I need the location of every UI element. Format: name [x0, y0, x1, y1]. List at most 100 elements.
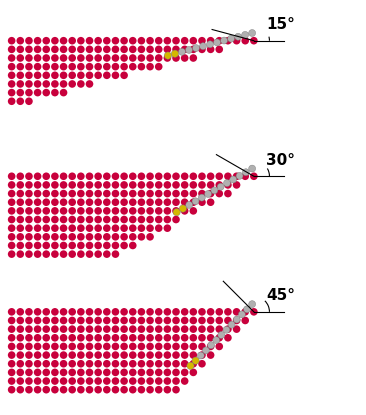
Circle shape	[214, 39, 220, 46]
Circle shape	[86, 242, 93, 249]
Circle shape	[94, 225, 102, 232]
Circle shape	[138, 173, 145, 180]
Circle shape	[181, 190, 188, 198]
Circle shape	[146, 46, 154, 53]
Circle shape	[16, 80, 24, 88]
Circle shape	[68, 360, 76, 368]
Circle shape	[164, 334, 171, 342]
Circle shape	[34, 198, 41, 206]
Circle shape	[129, 377, 137, 385]
Circle shape	[60, 334, 67, 342]
Circle shape	[129, 317, 137, 324]
Circle shape	[94, 351, 102, 359]
Circle shape	[172, 198, 180, 206]
Circle shape	[16, 343, 24, 350]
Circle shape	[164, 46, 171, 53]
Circle shape	[187, 362, 194, 369]
Circle shape	[34, 80, 41, 88]
Circle shape	[217, 183, 224, 190]
Circle shape	[205, 190, 212, 198]
Circle shape	[77, 173, 85, 180]
Circle shape	[112, 71, 119, 79]
Circle shape	[103, 207, 111, 215]
Circle shape	[198, 343, 206, 350]
Circle shape	[120, 63, 128, 71]
Circle shape	[155, 46, 163, 53]
Text: 15°: 15°	[266, 17, 295, 32]
Circle shape	[198, 334, 206, 342]
Circle shape	[103, 360, 111, 368]
Circle shape	[25, 325, 33, 333]
Circle shape	[103, 71, 111, 79]
Circle shape	[34, 63, 41, 71]
Circle shape	[8, 343, 15, 350]
Circle shape	[60, 37, 67, 44]
Circle shape	[181, 351, 188, 359]
Circle shape	[192, 198, 199, 205]
Circle shape	[207, 334, 214, 342]
Circle shape	[164, 37, 171, 44]
Circle shape	[77, 181, 85, 189]
Circle shape	[25, 386, 33, 393]
Circle shape	[16, 190, 24, 198]
Circle shape	[207, 343, 214, 350]
Circle shape	[164, 198, 171, 206]
Circle shape	[94, 181, 102, 189]
Circle shape	[86, 225, 93, 232]
Circle shape	[211, 187, 218, 194]
Circle shape	[60, 317, 67, 324]
Circle shape	[216, 37, 223, 44]
Circle shape	[103, 308, 111, 316]
Circle shape	[129, 225, 137, 232]
Circle shape	[112, 63, 119, 71]
Circle shape	[8, 386, 15, 393]
Circle shape	[86, 181, 93, 189]
Circle shape	[164, 351, 171, 359]
Circle shape	[77, 308, 85, 316]
Circle shape	[146, 351, 154, 359]
Circle shape	[155, 181, 163, 189]
Circle shape	[120, 242, 128, 249]
Circle shape	[8, 71, 15, 79]
Circle shape	[112, 360, 119, 368]
Circle shape	[16, 71, 24, 79]
Circle shape	[224, 325, 232, 333]
Circle shape	[86, 207, 93, 215]
Circle shape	[192, 357, 199, 364]
Circle shape	[112, 233, 119, 241]
Circle shape	[207, 173, 214, 180]
Circle shape	[190, 325, 197, 333]
Circle shape	[206, 41, 213, 48]
Circle shape	[16, 63, 24, 71]
Circle shape	[86, 386, 93, 393]
Circle shape	[120, 198, 128, 206]
Circle shape	[51, 343, 59, 350]
Circle shape	[242, 37, 249, 44]
Circle shape	[25, 181, 33, 189]
Circle shape	[216, 343, 223, 350]
Circle shape	[51, 190, 59, 198]
Circle shape	[42, 369, 50, 376]
Circle shape	[8, 198, 15, 206]
Circle shape	[224, 37, 232, 44]
Circle shape	[51, 46, 59, 53]
Circle shape	[146, 386, 154, 393]
Circle shape	[51, 351, 59, 359]
Circle shape	[207, 198, 214, 206]
Circle shape	[164, 181, 171, 189]
Circle shape	[25, 233, 33, 241]
Circle shape	[16, 207, 24, 215]
Circle shape	[60, 190, 67, 198]
Circle shape	[103, 343, 111, 350]
Circle shape	[94, 308, 102, 316]
Circle shape	[8, 98, 15, 105]
Circle shape	[155, 198, 163, 206]
Circle shape	[129, 369, 137, 376]
Circle shape	[16, 386, 24, 393]
Circle shape	[181, 369, 188, 376]
Circle shape	[112, 351, 119, 359]
Circle shape	[197, 352, 204, 359]
Circle shape	[155, 173, 163, 180]
Circle shape	[25, 207, 33, 215]
Circle shape	[155, 343, 163, 350]
